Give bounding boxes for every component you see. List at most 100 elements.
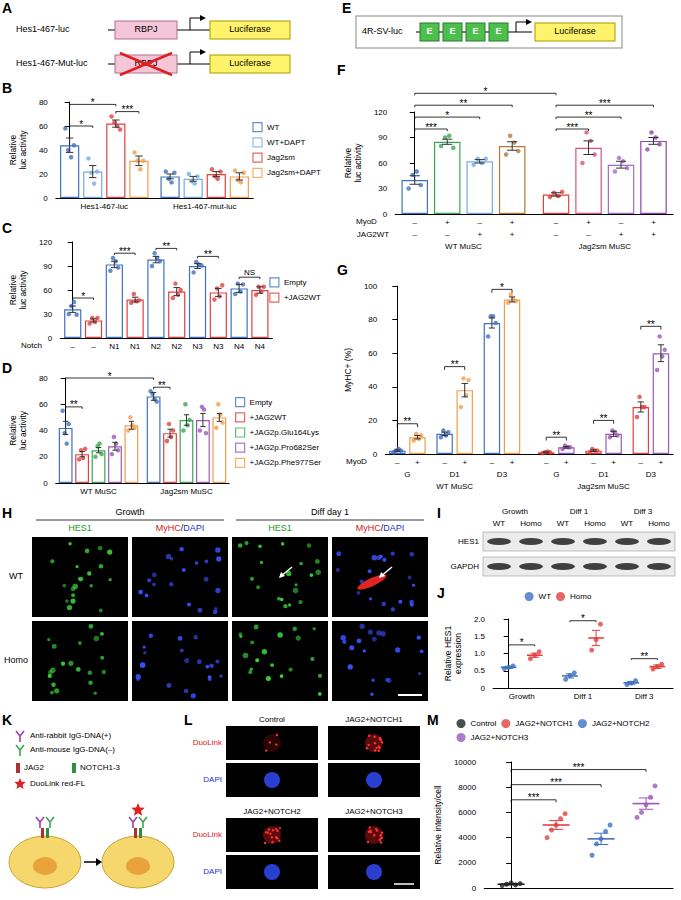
svg-text:Control: Control — [471, 719, 497, 728]
svg-text:JAG2+NOTCH3: JAG2+NOTCH3 — [345, 807, 403, 816]
svg-text:JAG2WT: JAG2WT — [357, 230, 390, 239]
svg-text:Control: Control — [259, 715, 285, 724]
svg-text:JAG2+NOTCH1: JAG2+NOTCH1 — [345, 715, 403, 724]
svg-text:Diff 1: Diff 1 — [574, 692, 593, 701]
svg-text:+JAG2p.Glu164Lys: +JAG2p.Glu164Lys — [250, 428, 319, 437]
svg-text:*: * — [581, 613, 585, 624]
svg-text:***: *** — [119, 246, 131, 257]
svg-text:WT: WT — [557, 519, 570, 528]
svg-text:**: ** — [70, 399, 78, 410]
svg-text:E: E — [495, 26, 501, 36]
svg-text:Diff 3: Diff 3 — [635, 692, 654, 701]
svg-text:MyHC/DAPI: MyHC/DAPI — [156, 523, 205, 533]
svg-text:*: * — [500, 282, 504, 293]
svg-text:4000: 4000 — [458, 833, 476, 842]
svg-text:***: *** — [122, 104, 134, 115]
svg-text:Hes1-467-mut-luc: Hes1-467-mut-luc — [173, 202, 237, 211]
svg-text:N1: N1 — [130, 342, 141, 351]
svg-text:*: * — [79, 119, 83, 130]
svg-text:*: * — [91, 97, 95, 108]
svg-text:N4: N4 — [234, 342, 245, 351]
svg-text:Hes1-467-luc: Hes1-467-luc — [16, 24, 70, 34]
svg-text:Jag2sm MuSC: Jag2sm MuSC — [577, 482, 630, 491]
svg-text:+: + — [510, 218, 515, 227]
svg-text:GAPDH: GAPDH — [451, 562, 480, 571]
svg-text:–: – — [395, 458, 400, 467]
svg-text:120: 120 — [374, 108, 388, 117]
svg-text:–: – — [71, 342, 76, 351]
svg-text:WT+DAPT: WT+DAPT — [267, 138, 306, 147]
svg-text:Jag2sm: Jag2sm — [267, 153, 295, 162]
svg-text:WT MuSC: WT MuSC — [80, 487, 117, 496]
svg-text:0.5: 0.5 — [474, 666, 486, 675]
svg-text:NS: NS — [244, 268, 255, 277]
svg-text:60: 60 — [43, 286, 52, 295]
svg-text:1.0: 1.0 — [474, 649, 486, 658]
svg-text:WT: WT — [267, 123, 280, 132]
svg-text:+: + — [564, 458, 569, 467]
svg-text:+: + — [651, 218, 656, 227]
svg-text:**: ** — [552, 430, 560, 441]
svg-text:JAG2: JAG2 — [24, 763, 45, 772]
svg-text:MyHC+ (%): MyHC+ (%) — [343, 348, 353, 392]
svg-text:Notch: Notch — [21, 341, 42, 350]
svg-text:40: 40 — [39, 146, 48, 155]
svg-text:40: 40 — [39, 426, 48, 435]
svg-text:90: 90 — [378, 133, 387, 142]
svg-text:RBPJ: RBPJ — [134, 24, 157, 34]
svg-text:WT: WT — [621, 519, 634, 528]
svg-text:WT: WT — [539, 592, 552, 601]
svg-text:NOTCH1-3: NOTCH1-3 — [80, 763, 121, 772]
svg-text:DuoLink: DuoLink — [193, 738, 223, 747]
svg-text:G: G — [553, 470, 559, 479]
svg-text:30: 30 — [43, 310, 52, 319]
svg-text:–: – — [544, 458, 549, 467]
svg-text:+JAG2p.Pro682Ser: +JAG2p.Pro682Ser — [250, 443, 320, 452]
svg-text:HES1: HES1 — [268, 523, 292, 533]
svg-text:**: ** — [647, 319, 655, 330]
svg-text:Hes1-467-Mut-luc: Hes1-467-Mut-luc — [16, 58, 88, 68]
svg-text:–: – — [413, 230, 418, 239]
svg-text:–: – — [591, 458, 596, 467]
svg-text:Growth: Growth — [509, 692, 535, 701]
svg-text:N3: N3 — [213, 342, 224, 351]
svg-text:**: ** — [403, 416, 411, 427]
svg-text:Relative: Relative — [343, 147, 353, 178]
svg-text:–: – — [442, 458, 447, 467]
svg-text:2.0: 2.0 — [474, 615, 486, 624]
svg-text:**: ** — [204, 249, 212, 260]
svg-text:–: – — [554, 230, 559, 239]
svg-text:Homo: Homo — [4, 655, 28, 665]
svg-text:JAG2+NOTCH2: JAG2+NOTCH2 — [243, 807, 301, 816]
svg-text:WT MuSC: WT MuSC — [436, 482, 473, 491]
svg-text:0: 0 — [373, 450, 378, 459]
svg-text:+: + — [510, 458, 515, 467]
svg-text:+: + — [477, 230, 482, 239]
svg-text:luc activity: luc activity — [18, 410, 28, 450]
svg-text:20: 20 — [39, 170, 48, 179]
svg-text:Homo: Homo — [520, 519, 542, 528]
svg-text:D3: D3 — [646, 470, 657, 479]
svg-text:Diff 3: Diff 3 — [634, 507, 653, 516]
svg-text:Diff 1: Diff 1 — [570, 507, 589, 516]
svg-text:–: – — [477, 218, 482, 227]
svg-text:2000: 2000 — [458, 858, 476, 867]
svg-text:JAG2+NOTCH2: JAG2+NOTCH2 — [592, 719, 650, 728]
svg-text:N2: N2 — [172, 342, 183, 351]
svg-text:20: 20 — [39, 452, 48, 461]
svg-text:–: – — [619, 218, 624, 227]
svg-text:Empty: Empty — [250, 398, 273, 407]
svg-text:0: 0 — [383, 210, 388, 219]
svg-text:**: ** — [451, 359, 459, 370]
svg-text:+: + — [611, 458, 616, 467]
svg-text:8000: 8000 — [458, 783, 476, 792]
svg-text:+: + — [445, 218, 450, 227]
svg-text:**: ** — [585, 110, 593, 121]
svg-text:WT MuSC: WT MuSC — [445, 242, 482, 251]
svg-text:Growth: Growth — [115, 507, 144, 517]
svg-text:JAG2+NOTCH1: JAG2+NOTCH1 — [515, 719, 573, 728]
svg-text:120: 120 — [39, 238, 53, 247]
svg-text:DuoLink red-FL: DuoLink red-FL — [30, 779, 86, 788]
svg-text:+: + — [586, 218, 591, 227]
svg-text:luc activity: luc activity — [353, 143, 363, 183]
